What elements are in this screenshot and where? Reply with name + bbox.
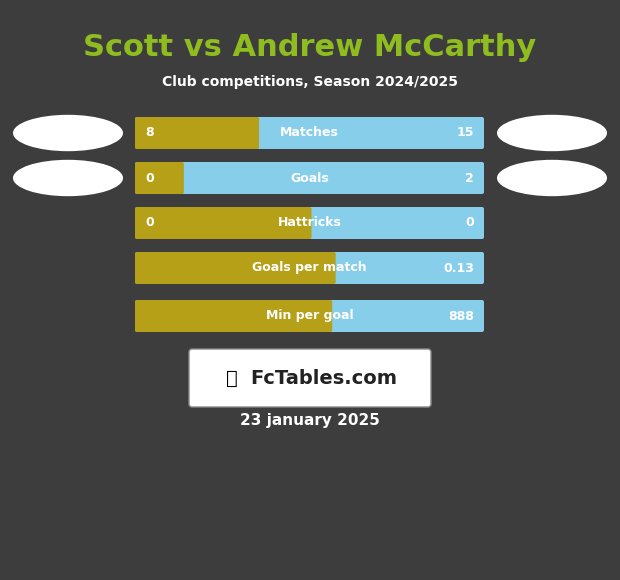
Ellipse shape xyxy=(497,160,607,196)
FancyBboxPatch shape xyxy=(189,349,431,407)
Text: Hattricks: Hattricks xyxy=(278,216,342,230)
FancyBboxPatch shape xyxy=(135,300,332,332)
Text: 888: 888 xyxy=(448,310,474,322)
Text: Goals per match: Goals per match xyxy=(252,262,367,274)
Text: 8: 8 xyxy=(145,126,154,140)
Text: 2: 2 xyxy=(465,172,474,184)
FancyBboxPatch shape xyxy=(135,117,484,149)
FancyBboxPatch shape xyxy=(135,117,259,149)
Text: 0: 0 xyxy=(465,216,474,230)
FancyBboxPatch shape xyxy=(135,252,484,284)
Text: Min per goal: Min per goal xyxy=(266,310,353,322)
FancyBboxPatch shape xyxy=(135,162,184,194)
Text: 0: 0 xyxy=(145,216,154,230)
Ellipse shape xyxy=(497,115,607,151)
FancyBboxPatch shape xyxy=(135,207,311,239)
Ellipse shape xyxy=(13,115,123,151)
FancyBboxPatch shape xyxy=(135,207,484,239)
FancyBboxPatch shape xyxy=(135,300,484,332)
Text: FcTables.com: FcTables.com xyxy=(250,368,397,387)
Ellipse shape xyxy=(13,160,123,196)
Text: 23 january 2025: 23 january 2025 xyxy=(240,412,380,427)
Text: 0: 0 xyxy=(145,172,154,184)
Text: 0.13: 0.13 xyxy=(443,262,474,274)
FancyBboxPatch shape xyxy=(135,162,484,194)
Text: Club competitions, Season 2024/2025: Club competitions, Season 2024/2025 xyxy=(162,75,458,89)
FancyBboxPatch shape xyxy=(135,252,335,284)
Text: Matches: Matches xyxy=(280,126,339,140)
Text: 📊: 📊 xyxy=(226,368,238,387)
Text: Scott vs Andrew McCarthy: Scott vs Andrew McCarthy xyxy=(83,34,537,63)
Text: Goals: Goals xyxy=(290,172,329,184)
Text: 15: 15 xyxy=(456,126,474,140)
